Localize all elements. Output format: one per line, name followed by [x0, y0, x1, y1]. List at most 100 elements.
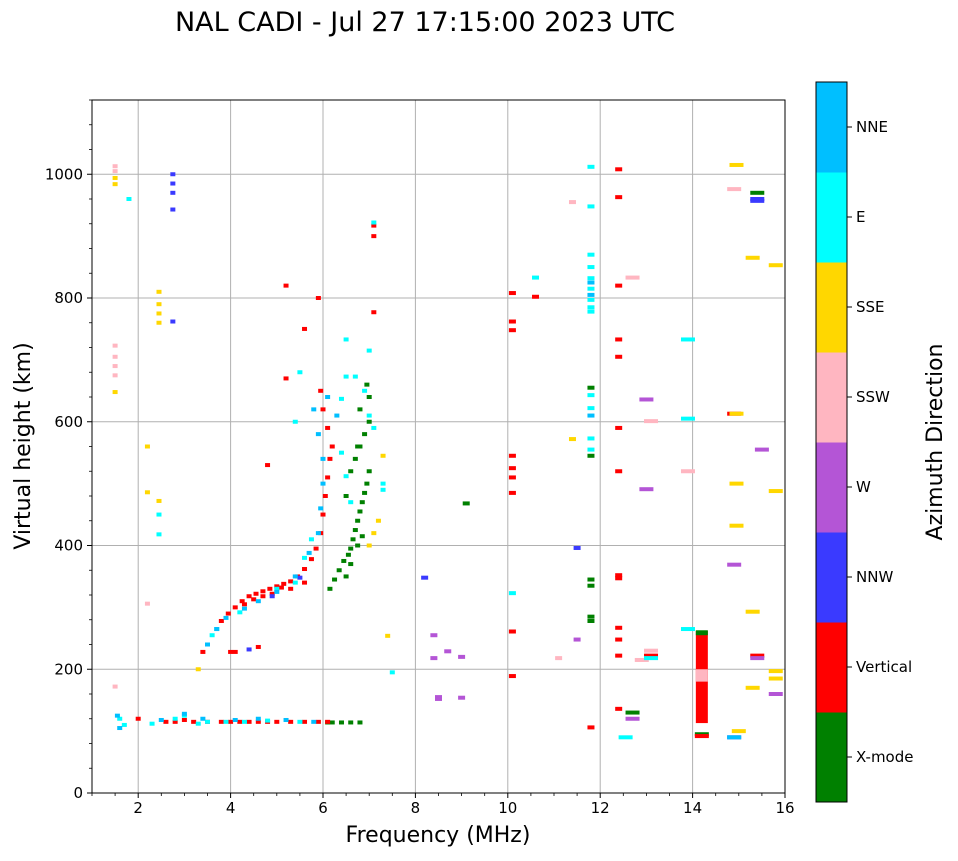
data-point-xmode: [355, 444, 361, 449]
data-point-vertical: [288, 586, 294, 591]
data-point-nnw: [246, 647, 252, 652]
data-point-nne: [205, 642, 210, 647]
data-point-e: [380, 481, 386, 486]
data-point-e: [587, 276, 595, 281]
x-tick-label: 2: [133, 799, 143, 817]
colorbar-tick-label: E: [856, 208, 865, 226]
data-point-xmode: [343, 574, 349, 579]
data-point-nnw: [170, 207, 176, 212]
data-point-sse: [729, 481, 744, 486]
data-point-e: [644, 656, 659, 661]
data-point-e: [308, 537, 314, 542]
data-point-nne: [315, 432, 321, 437]
data-points: [112, 162, 783, 740]
data-point-sse: [745, 609, 760, 614]
data-point-nne: [117, 726, 123, 731]
data-point-nne: [283, 717, 289, 722]
data-point-vertical: [218, 719, 224, 724]
data-point-nne: [200, 716, 206, 721]
data-point-w: [430, 633, 438, 638]
data-point-vertical: [200, 649, 206, 654]
data-point-ssw: [555, 656, 563, 661]
data-point-vertical: [508, 674, 516, 679]
data-point-e: [343, 474, 349, 479]
data-point-w: [458, 654, 466, 659]
data-point-e: [508, 591, 516, 596]
data-point-w: [625, 716, 640, 721]
data-point-vertical: [281, 581, 287, 586]
data-point-e: [126, 197, 132, 201]
colorbar-segment: [816, 352, 847, 443]
data-point-vertical: [615, 354, 623, 359]
data-point-xmode: [348, 546, 354, 551]
data-point-vertical: [218, 618, 224, 623]
data-point-w: [573, 637, 581, 642]
data-point-e: [587, 204, 595, 209]
data-point-e: [172, 716, 178, 721]
data-point-nne: [255, 716, 261, 721]
colorbar-segment: [816, 532, 847, 623]
data-point-vertical: [508, 629, 516, 634]
x-tick-label: 6: [318, 799, 328, 817]
data-point-nnw: [170, 172, 176, 177]
data-point-vertical: [274, 719, 280, 724]
data-point-nne: [727, 735, 742, 740]
grid-lines: [92, 100, 786, 794]
data-point-xmode: [462, 501, 470, 506]
data-point-sse: [768, 669, 783, 674]
data-point-nne: [320, 481, 326, 486]
data-point-xmode: [355, 518, 361, 523]
data-point-nne: [587, 413, 595, 418]
data-point-sse: [380, 453, 386, 458]
data-point-xmode: [362, 432, 368, 437]
data-point-ssw: [568, 200, 576, 205]
data-point-e: [380, 487, 386, 492]
data-point-xmode: [587, 453, 595, 458]
colorbar-tick-label: NNE: [856, 118, 888, 136]
x-tick-label: 12: [591, 799, 610, 817]
data-point-e: [338, 450, 344, 455]
data-point-vertical: [327, 456, 333, 461]
y-tick-label: 1000: [45, 165, 83, 183]
data-point-e: [371, 220, 377, 225]
data-point-e: [343, 374, 349, 379]
data-point-e: [241, 719, 247, 724]
colorbar-tick-label: X-mode: [856, 748, 913, 766]
data-point-xmode: [341, 558, 347, 563]
data-point-w: [768, 692, 783, 696]
data-point-sse: [156, 311, 162, 316]
data-point-sse: [729, 411, 744, 416]
data-point-nne: [232, 717, 238, 722]
data-point-vertical: [329, 444, 335, 449]
plot-frame: [91, 99, 786, 794]
data-point-e: [348, 500, 354, 505]
data-point-sse: [156, 289, 162, 294]
data-point-xmode: [338, 720, 344, 725]
data-point-sse: [144, 490, 150, 495]
data-point-vertical: [288, 579, 294, 584]
data-point-e: [680, 416, 695, 421]
data-point-ssw: [112, 169, 118, 174]
data-point-vertical: [615, 167, 623, 172]
data-point-sse: [371, 531, 377, 536]
data-point-sse: [144, 444, 150, 449]
data-point-xmode: [357, 407, 363, 412]
data-point-e: [292, 419, 298, 424]
data-point-ssw: [144, 601, 150, 606]
data-point-vertical: [308, 557, 314, 562]
data-point-xmode: [352, 456, 358, 461]
data-point-w: [458, 695, 466, 700]
data-point-e: [587, 406, 595, 411]
data-point-nne: [587, 280, 595, 285]
data-point-sse: [375, 518, 381, 523]
data-point-vertical: [587, 725, 595, 730]
data-point-nnw: [573, 545, 581, 550]
data-point-nne: [311, 407, 317, 412]
data-point-ssw: [112, 343, 118, 348]
data-point-xmode: [348, 720, 354, 725]
data-point-vertical: [750, 653, 765, 658]
data-point-vertical: [246, 594, 252, 599]
data-point-sse: [156, 302, 162, 307]
data-point-e: [149, 721, 155, 726]
